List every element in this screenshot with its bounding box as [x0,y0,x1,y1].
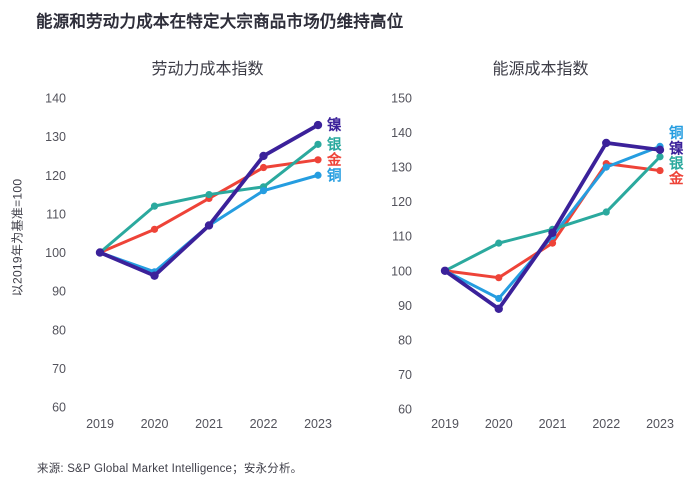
labor-point-silver-2023 [314,140,322,148]
energy-line-silver [443,155,662,273]
energy-y-tick-100: 100 [391,264,412,278]
energy-point-nickel-2020 [494,304,503,313]
energy-point-silver-2023 [656,153,664,161]
labor-y-tick-100: 100 [45,246,66,260]
energy-point-copper-2020 [495,294,503,303]
energy-point-silver-2022 [602,208,610,216]
labor-y-tick-110: 110 [46,207,66,221]
labor-series-label-金: 金 [326,151,342,169]
labor-series-label-铜: 铜 [327,166,342,184]
energy-x-tick-2020: 2020 [485,417,513,431]
energy-y-tick-80: 80 [398,333,412,347]
labor-point-gold-2023 [314,156,322,164]
labor-point-copper-2023 [314,171,322,179]
energy-point-gold-2020 [495,274,503,282]
energy-x-tick-2022: 2022 [592,417,620,431]
energy-series-label-金: 金 [668,170,684,188]
labor-x-tick-2023: 2023 [304,417,332,431]
energy-point-nickel-2022 [602,138,611,148]
labor-y-tick-60: 60 [52,401,66,415]
source-note: 来源: S&P Global Market Intelligence；安永分析。 [37,463,303,475]
energy-chart: 150 140 130 120 110 100 90 80 70 60 2019 2020 2021 20… [391,92,684,432]
energy-x-tick-2023: 2023 [646,417,674,431]
labor-point-copper-2022 [259,187,268,195]
labor-y-tick-80: 80 [52,323,66,337]
labor-point-silver-2021 [205,190,213,199]
energy-y-tick-130: 130 [391,161,412,175]
page-title: 能源和劳动力成本在特定大宗商品市场仍维持高位 [36,13,404,31]
labor-y-tick-130: 130 [45,130,66,144]
labor-point-nickel-2021 [204,221,214,230]
energy-series-label-镍: 镍 [669,139,684,157]
labor-series-label-银: 银 [327,135,342,153]
energy-y-tick-90: 90 [398,299,412,313]
labor-chart: 140 130 120 110 100 90 80 70 60 2019 2020 2021 2022 2… [45,92,342,432]
energy-y-tick-110: 110 [392,230,412,244]
energy-point-silver-2020 [495,239,503,247]
labor-chart-title: 劳动力成本指数 [151,61,264,78]
labor-point-nickel-2022 [259,151,268,161]
labor-line-gold [98,158,320,254]
labor-x-tick-2022: 2022 [250,417,278,431]
labor-point-silver-2020 [150,202,159,210]
labor-point-gold-2022 [259,163,268,172]
energy-chart-title: 能源成本指数 [492,61,589,78]
energy-point-gold-2021 [548,239,557,247]
energy-y-tick-140: 140 [391,126,412,140]
energy-y-tick-120: 120 [391,195,412,209]
labor-point-nickel-2019 [95,248,105,257]
energy-y-tick-70: 70 [398,368,412,382]
labor-x-tick-2020: 2020 [141,417,169,431]
energy-point-nickel-2019 [440,266,450,275]
labor-point-gold-2020 [150,225,159,233]
labor-y-tick-120: 120 [45,169,66,183]
energy-x-tick-2021: 2021 [539,417,567,431]
labor-point-nickel-2020 [150,271,159,280]
energy-line-gold [443,162,662,280]
labor-y-tick-90: 90 [52,285,66,299]
labor-y-tick-140: 140 [45,92,66,106]
energy-y-tick-150: 150 [391,92,412,106]
energy-x-tick-2019: 2019 [431,417,459,431]
labor-series-label-镍: 镍 [327,116,342,134]
energy-point-gold-2023 [656,166,664,175]
energy-point-copper-2022 [602,163,610,171]
energy-point-nickel-2023 [655,145,665,155]
energy-series-label-银: 银 [669,154,684,172]
energy-series-label-铜: 铜 [669,124,684,142]
labor-x-tick-2019: 2019 [86,417,114,431]
energy-point-nickel-2021 [548,228,557,237]
labor-point-nickel-2023 [313,120,323,130]
labor-y-tick-70: 70 [52,362,66,376]
labor-x-tick-2021: 2021 [195,417,223,431]
energy-y-tick-60: 60 [398,403,412,417]
